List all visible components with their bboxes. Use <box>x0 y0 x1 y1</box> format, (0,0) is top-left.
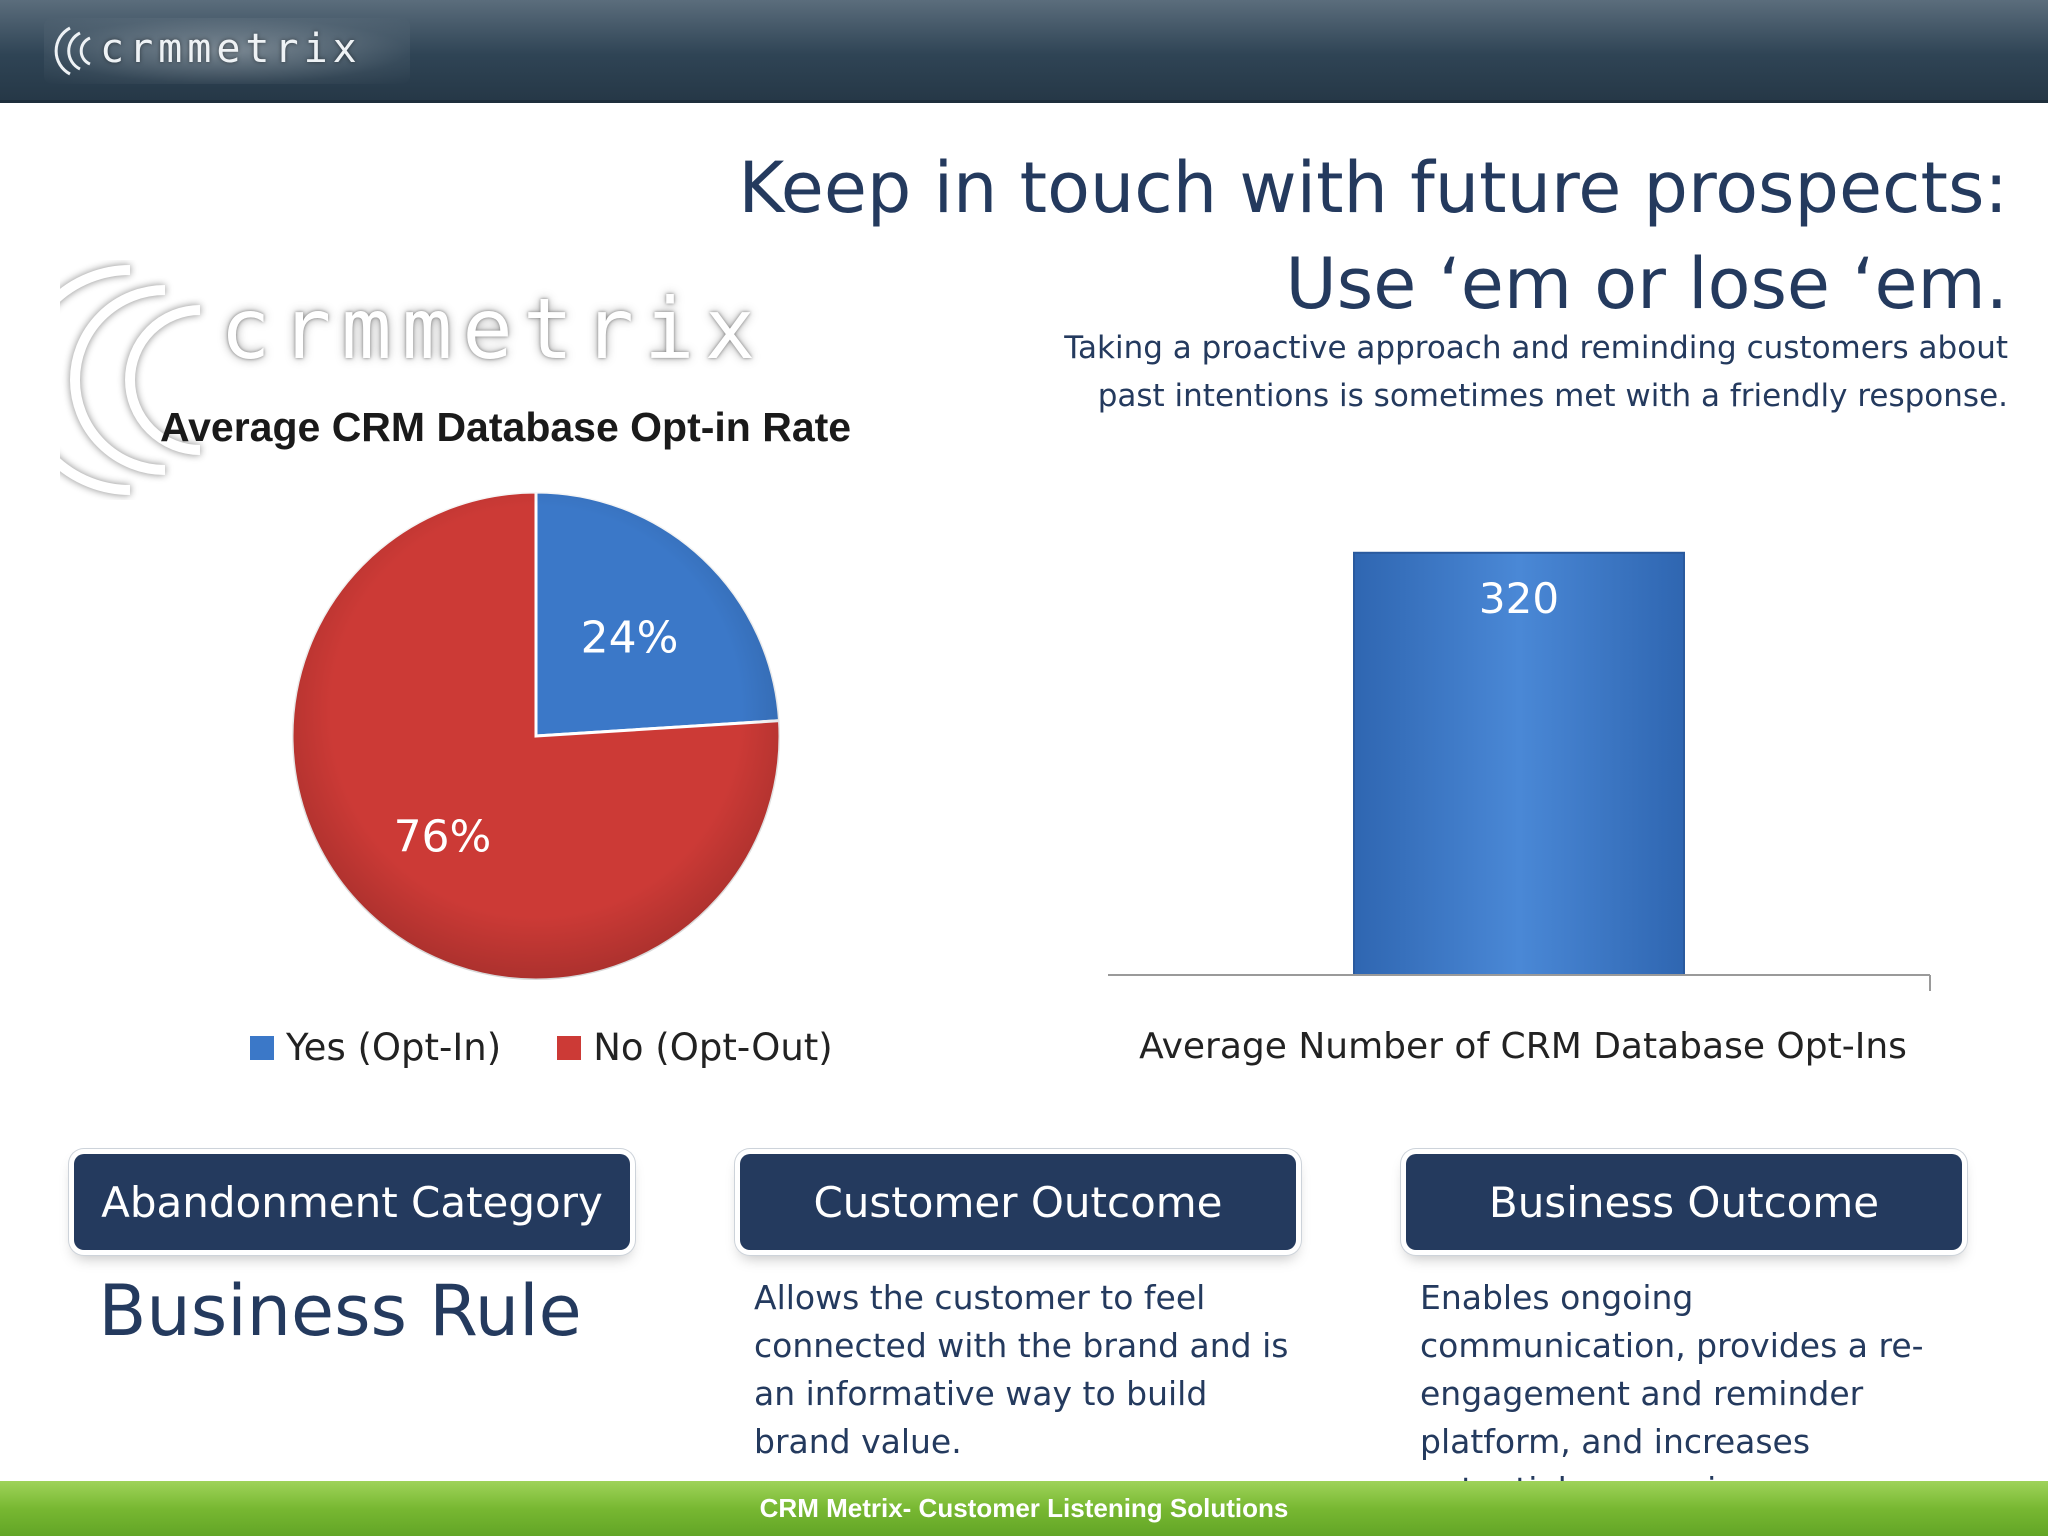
watermark-text: crmmetrix <box>220 280 766 378</box>
abandonment-category-value: Business Rule <box>98 1270 582 1352</box>
pie-legend: Yes (Opt-In) No (Opt-Out) <box>250 1026 890 1069</box>
bar-category-label: Average Number of CRM Database Opt-Ins <box>1139 1026 1907 1067</box>
watermark-arcs-icon <box>60 265 201 495</box>
abandonment-category-header: Abandonment Category <box>74 1154 630 1250</box>
pie-data-label: 76% <box>394 812 492 863</box>
legend-item-no: No (Opt-Out) <box>557 1026 833 1069</box>
crmmetrix-watermark-logo: crmmetrix <box>60 260 780 500</box>
pie-data-label: 24% <box>581 612 679 663</box>
title-line-1: Keep in touch with future prospects: <box>738 147 2008 229</box>
business-outcome-header: Business Outcome <box>1406 1154 1962 1250</box>
business-outcome-text: Enables ongoing communication, provides … <box>1420 1278 1924 1509</box>
title-line-2: Use ‘em or lose ‘em. <box>1285 243 2008 325</box>
slide-title: Keep in touch with future prospects: Use… <box>708 140 2008 332</box>
legend-label-yes: Yes (Opt-In) <box>286 1026 502 1069</box>
customer-outcome-text: Allows the customer to feel connected wi… <box>754 1278 1289 1461</box>
pie-shading <box>292 492 780 980</box>
footer-text: CRM Metrix- Customer Listening Solutions <box>759 1493 1289 1523</box>
slide-subtitle: Taking a proactive approach and remindin… <box>1064 330 2008 414</box>
footer-bar: CRM Metrix- Customer Listening Solutions <box>0 1481 2048 1536</box>
pie-chart-title: Average CRM Database Opt-in Rate <box>160 404 852 450</box>
logo-text: crmmetrix <box>100 26 362 72</box>
legend-swatch-blue <box>250 1035 274 1060</box>
legend-label-no: No (Opt-Out) <box>593 1026 833 1069</box>
legend-swatch-red <box>557 1035 582 1060</box>
crmmetrix-logo: crmmetrix <box>44 18 410 84</box>
header-bar: crmmetrix <box>0 0 2048 103</box>
signal-arcs-icon <box>54 26 91 76</box>
legend-item-yes: Yes (Opt-In) <box>250 1026 501 1069</box>
bar-data-label: 320 <box>1479 574 1559 623</box>
customer-outcome-header: Customer Outcome <box>740 1154 1296 1250</box>
bar-chart: 320 <box>1108 551 1931 991</box>
pie-chart: 24% 76% <box>290 490 782 982</box>
